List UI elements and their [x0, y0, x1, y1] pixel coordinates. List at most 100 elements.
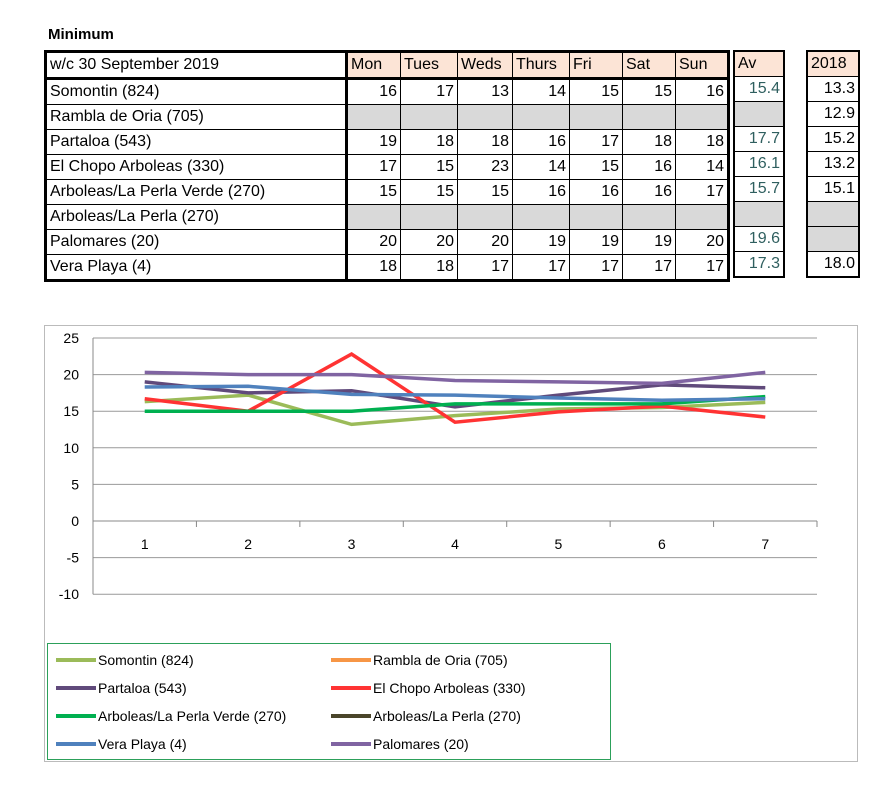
day-value: 15 [622, 78, 676, 105]
day-value [675, 104, 729, 130]
legend-item: Somontin (824) [56, 652, 194, 668]
day-value: 15 [569, 78, 623, 105]
legend-label: Arboleas/La Perla (270) [373, 708, 521, 724]
day-value: 17 [457, 254, 513, 281]
legend-item: Vera Playa (4) [56, 736, 187, 752]
day-value [400, 104, 458, 130]
day-value [622, 104, 676, 130]
day-header: Thurs [512, 51, 570, 80]
legend-swatch [56, 714, 96, 718]
table-row: Arboleas/La Perla (270) [45, 204, 729, 230]
av-header: Av [733, 50, 785, 77]
legend-swatch [56, 658, 96, 662]
x-tick-label: 4 [451, 536, 459, 552]
day-value: 18 [622, 129, 676, 155]
year-2018-table: 2018 13.3 12.9 15.2 13.2 15.1 18.0 [806, 50, 860, 278]
x-tick-label: 3 [348, 536, 356, 552]
day-value: 16 [346, 78, 401, 105]
y-tick-label: 5 [71, 476, 79, 492]
x-tick-label: 5 [555, 536, 563, 552]
average-value: 17.3 [733, 251, 785, 278]
year-2018-value: 18.0 [806, 251, 860, 278]
table-row: Vera Playa (4) 18 18 17 17 17 17 17 [45, 254, 729, 281]
series-line-palomares-20- [144, 370, 766, 386]
year-header: 2018 [806, 50, 860, 77]
legend-label: El Chopo Arboleas (330) [373, 680, 526, 696]
day-value [622, 204, 676, 230]
day-value: 17 [675, 254, 729, 281]
legend-swatch [331, 714, 371, 718]
header-row: w/c 30 September 2019 Mon Tues Weds Thurs Fri… [45, 51, 729, 80]
series-line-arboleas-la-perla-verde-270- [144, 394, 766, 413]
x-tick-label: 2 [244, 536, 252, 552]
average-value: 15.7 [733, 176, 785, 202]
day-value: 13 [457, 78, 513, 105]
station-name: Palomares (20) [45, 229, 348, 255]
table-row: Arboleas/La Perla Verde (270) 15 15 15 16 16 1… [45, 179, 729, 205]
y-tick-label: -5 [67, 550, 80, 566]
station-name: Arboleas/La Perla Verde (270) [45, 179, 348, 205]
series-line-vera-playa-4- [144, 384, 766, 402]
x-tick-label: 1 [141, 536, 149, 552]
station-name: Vera Playa (4) [45, 254, 348, 281]
table-row: Partaloa (543) 19 18 18 16 17 18 18 [45, 129, 729, 155]
day-value: 15 [457, 179, 513, 205]
year-2018-value: 12.9 [806, 101, 860, 127]
legend-label: Palomares (20) [373, 736, 469, 752]
station-name: Somontin (824) [45, 78, 348, 105]
day-value: 16 [512, 179, 570, 205]
day-value [675, 204, 729, 230]
line-chart: 25 20 15 10 5 0 -5 -10 1 2 3 4 5 6 7 Somontin (824) Ram… [44, 325, 858, 762]
y-tick-label: 15 [63, 403, 79, 419]
average-value: 17.7 [733, 126, 785, 152]
table-row: Rambla de Oria (705) [45, 104, 729, 130]
day-value: 17 [569, 254, 623, 281]
day-value [512, 104, 570, 130]
day-value [346, 204, 401, 230]
day-header: Fri [569, 51, 623, 80]
y-tick-label: 10 [63, 440, 79, 456]
day-header: Tues [400, 51, 458, 80]
day-value: 17 [622, 254, 676, 281]
day-value: 18 [457, 129, 513, 155]
day-value: 16 [512, 129, 570, 155]
day-value: 20 [457, 229, 513, 255]
day-value: 15 [346, 179, 401, 205]
day-value [457, 204, 513, 230]
day-value: 17 [400, 78, 458, 105]
average-value [733, 201, 785, 227]
day-value: 16 [569, 179, 623, 205]
day-value [512, 204, 570, 230]
day-value: 18 [346, 254, 401, 281]
legend-label: Arboleas/La Perla Verde (270) [98, 708, 287, 724]
day-value: 18 [400, 129, 458, 155]
day-value: 18 [675, 129, 729, 155]
year-2018-value [806, 226, 860, 252]
day-value: 17 [675, 179, 729, 205]
day-value: 16 [622, 179, 676, 205]
legend-item: Rambla de Oria (705) [331, 652, 508, 668]
station-name: Arboleas/La Perla (270) [45, 204, 348, 230]
y-tick-label: 0 [71, 513, 79, 529]
legend-label: Rambla de Oria (705) [373, 652, 508, 668]
day-value: 19 [512, 229, 570, 255]
day-value: 14 [675, 154, 729, 180]
legend-item: El Chopo Arboleas (330) [331, 680, 526, 696]
day-value: 19 [346, 129, 401, 155]
legend-swatch [331, 658, 371, 662]
average-value [733, 101, 785, 127]
average-value: 15.4 [733, 76, 785, 102]
station-name: El Chopo Arboleas (330) [45, 154, 348, 180]
y-tick-label: 20 [63, 367, 79, 383]
day-value: 16 [675, 78, 729, 105]
day-value: 19 [569, 229, 623, 255]
day-value: 18 [400, 254, 458, 281]
day-value [400, 204, 458, 230]
chart-legend: Somontin (824) Rambla de Oria (705) Partal… [47, 643, 611, 760]
legend-item: Arboleas/La Perla Verde (270) [56, 708, 286, 724]
year-2018-value: 15.1 [806, 176, 860, 202]
legend-label: Somontin (824) [98, 652, 194, 668]
legend-label: Partaloa (543) [98, 680, 187, 696]
day-header: Sun [675, 51, 729, 80]
day-value: 17 [569, 129, 623, 155]
